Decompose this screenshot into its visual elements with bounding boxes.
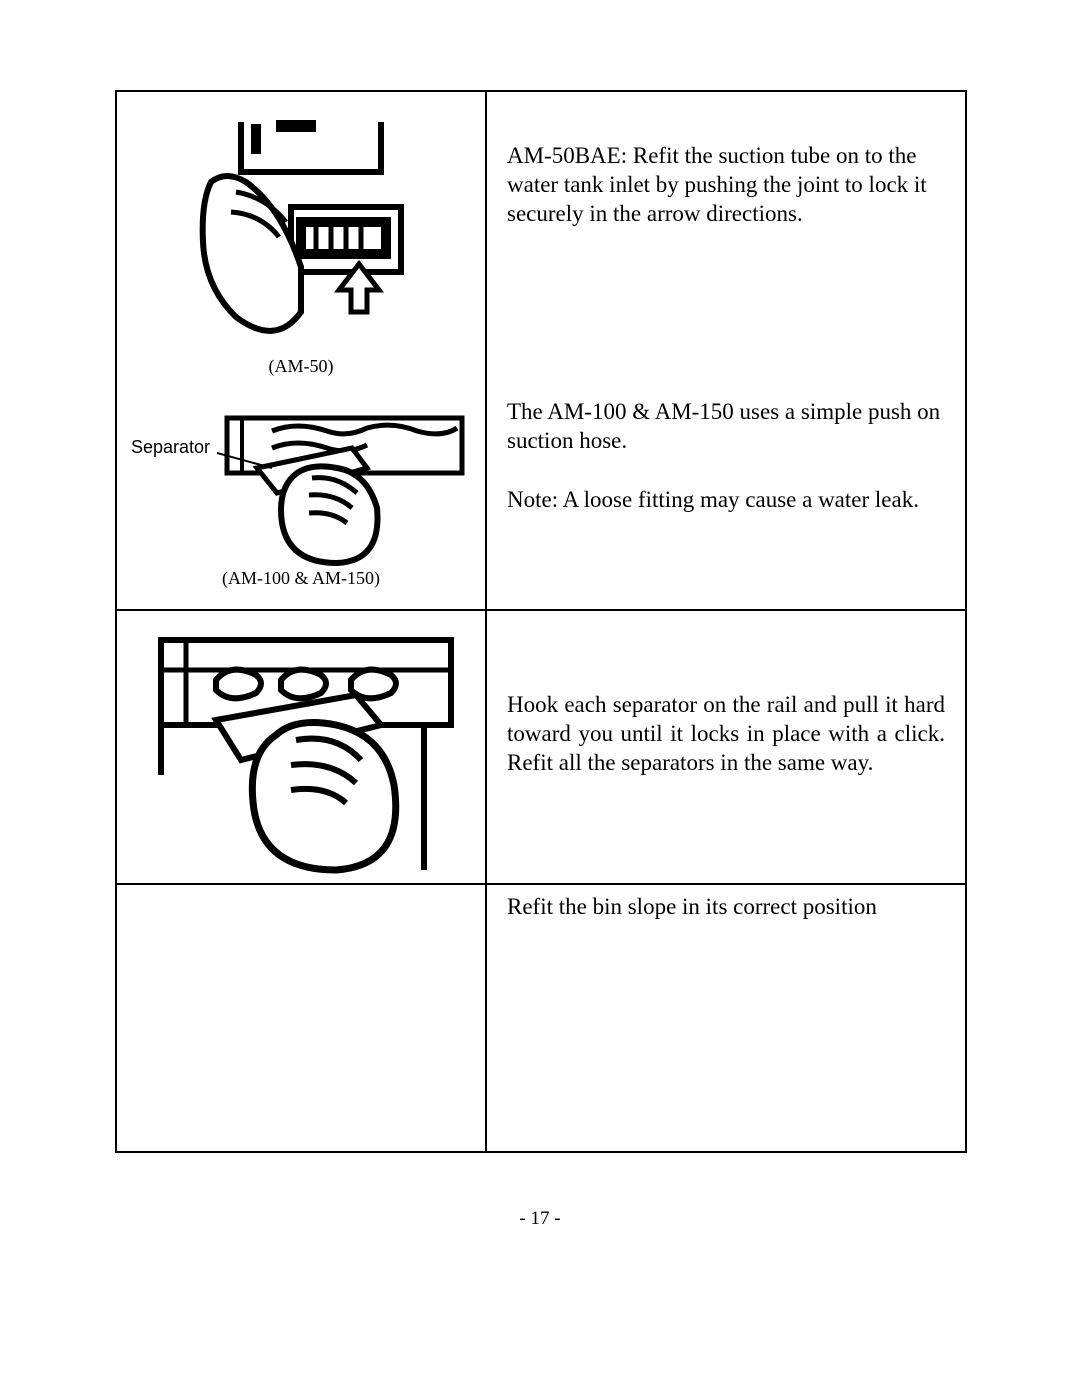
figure-cell-2 — [116, 610, 486, 884]
text-cell-1: AM-50BAE: Refit the suction tube on to t… — [486, 91, 966, 610]
instruction-text-1b: The AM-100 & AM-150 uses a simple push o… — [507, 398, 945, 456]
hand-separator-illustration-icon — [217, 413, 467, 568]
figure-am50-caption: (AM-50) — [269, 356, 334, 377]
figure-cell-1: (AM-50) Separator — [116, 91, 486, 610]
figure-am50-wrap: (AM-50) — [137, 106, 465, 377]
table-row: Hook each separator on the rail and pull… — [116, 610, 966, 884]
figure-separator-wrap — [137, 619, 465, 875]
hand-separator-pull-illustration-icon — [146, 625, 456, 875]
page-number: - 17 - — [0, 1208, 1080, 1230]
text-cell-3: Refit the bin slope in its correct posit… — [486, 884, 966, 1152]
hand-tube-illustration-icon — [181, 112, 421, 352]
figure-am100-caption: (AM-100 & AM-150) — [222, 568, 380, 589]
figure-am100-wrap: Separator — [137, 407, 465, 589]
text-cell-2: Hook each separator on the rail and pull… — [486, 610, 966, 884]
table-row: (AM-50) Separator — [116, 91, 966, 610]
instruction-text-2: Hook each separator on the rail and pull… — [507, 691, 945, 777]
instruction-text-1c: Note: A loose fitting may cause a water … — [507, 486, 945, 515]
figure-cell-3 — [116, 884, 486, 1152]
figure-am100 — [217, 413, 467, 568]
instruction-table: (AM-50) Separator — [115, 90, 967, 1153]
figure-separator — [146, 625, 456, 875]
instruction-text-1a: AM-50BAE: Refit the suction tube on to t… — [507, 142, 945, 228]
instruction-text-3: Refit the bin slope in its correct posit… — [507, 893, 945, 922]
figure-am50 — [181, 112, 421, 352]
separator-label: Separator — [131, 437, 210, 458]
manual-page: (AM-50) Separator — [115, 90, 965, 1153]
table-row: Refit the bin slope in its correct posit… — [116, 884, 966, 1152]
